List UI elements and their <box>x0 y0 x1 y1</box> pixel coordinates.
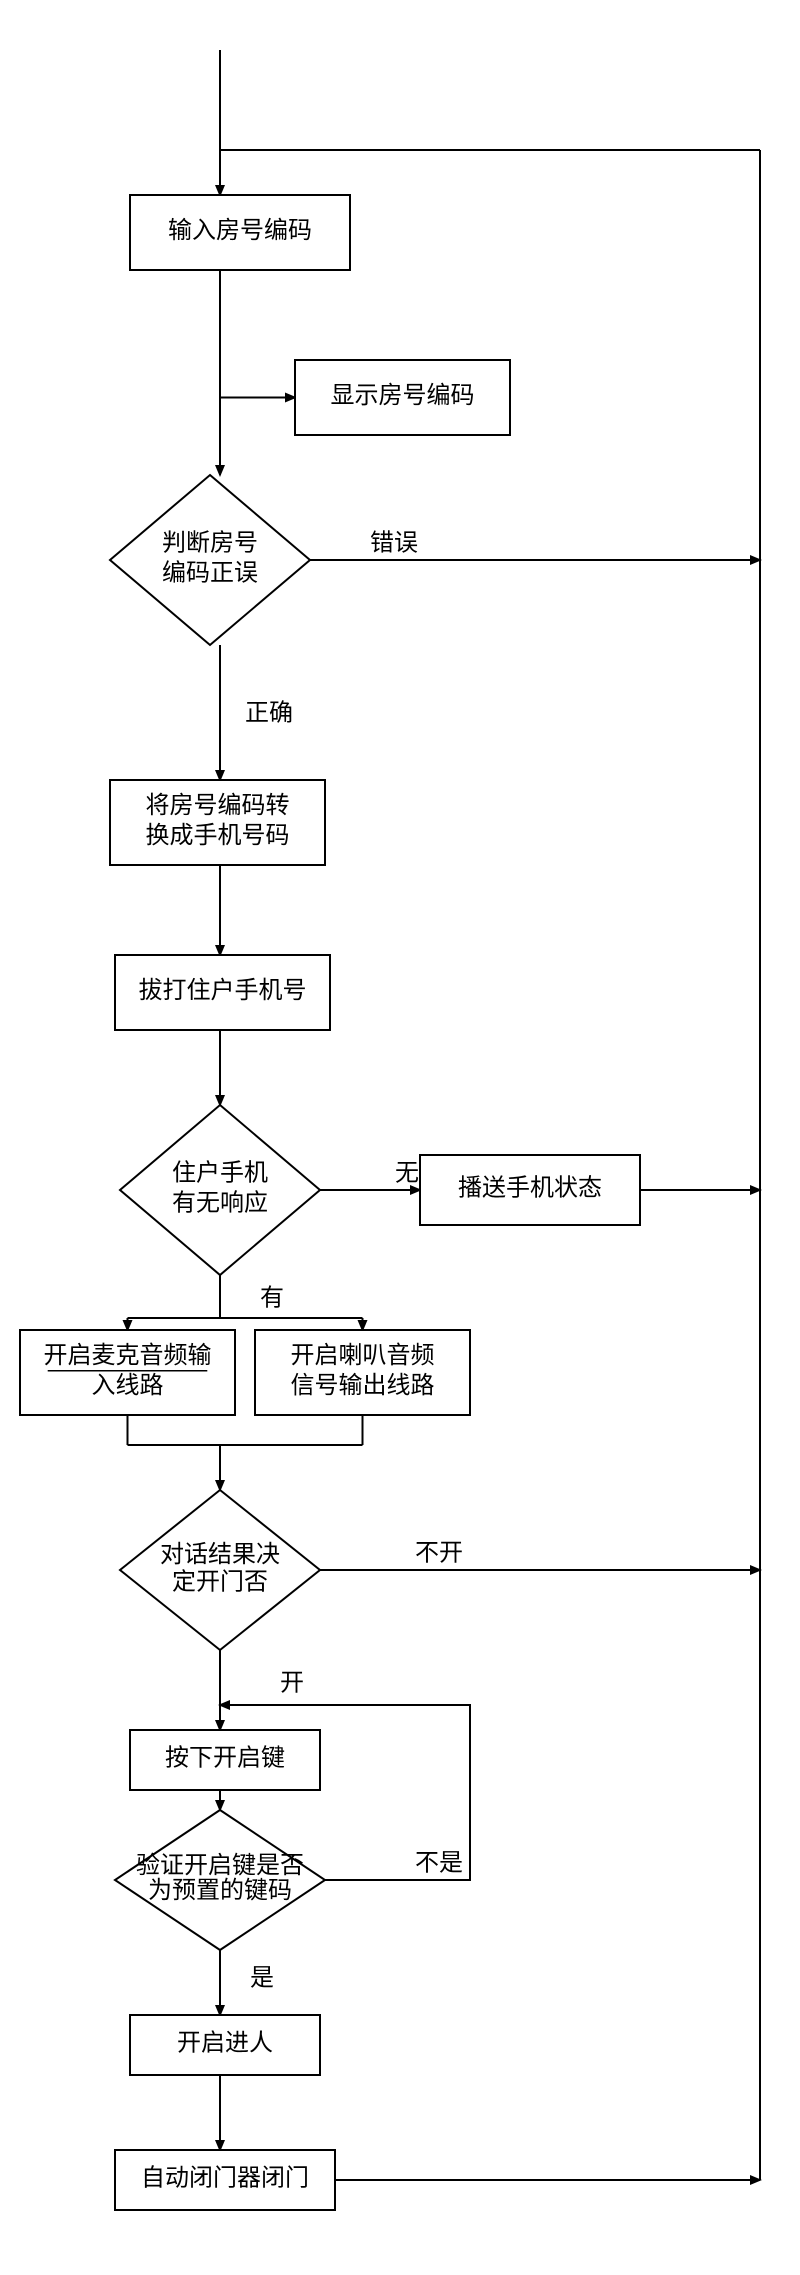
flowchart-svg: 输入房号编码显示房号编码判断房号编码正误将房号编码转换成手机号码拔打住户手机号住… <box>0 0 800 2275</box>
node-n13: 开启进人 <box>130 2015 320 2075</box>
node-n6: 住户手机有无响应 <box>120 1105 320 1275</box>
edge-label: 有 <box>260 1285 284 1312</box>
node-text: 播送手机状态 <box>458 1175 602 1202</box>
edge-label: 不开 <box>415 1541 463 1567</box>
edge-label: 无 <box>395 1161 419 1187</box>
nodes-layer: 输入房号编码显示房号编码判断房号编码正误将房号编码转换成手机号码拔打住户手机号住… <box>20 195 640 2210</box>
node-text: 拔打住户手机号 <box>139 977 307 1004</box>
edge-label: 开 <box>280 1671 304 1697</box>
edge-label: 正确 <box>245 700 293 727</box>
edge-label: 不是 <box>415 1851 463 1877</box>
node-n8: 开启麦克音频输入线路 <box>20 1330 235 1415</box>
node-n4: 将房号编码转换成手机号码 <box>110 780 325 865</box>
node-text: 输入房号编码 <box>168 217 312 244</box>
node-text: 显示房号编码 <box>331 382 475 409</box>
node-text: 有无响应 <box>172 1190 268 1217</box>
node-text: 判断房号 <box>162 530 258 557</box>
node-n14: 自动闭门器闭门 <box>115 2150 335 2210</box>
node-text: 入线路 <box>92 1372 164 1399</box>
node-text: 编码正误 <box>162 560 258 587</box>
node-text: 验证开启键是否 <box>136 1852 304 1879</box>
node-text: 住户手机 <box>172 1160 268 1187</box>
node-n2: 显示房号编码 <box>295 360 510 435</box>
node-n12: 验证开启键是否为预置的键码 <box>115 1810 325 1950</box>
node-n10: 对话结果决定开门否 <box>120 1490 320 1650</box>
node-n7: 播送手机状态 <box>420 1155 640 1225</box>
node-text: 开启麦克音频输 <box>44 1342 212 1369</box>
node-text: 换成手机号码 <box>146 822 290 849</box>
node-text: 自动闭门器闭门 <box>141 2165 309 2192</box>
node-text: 按下开启键 <box>165 1745 285 1772</box>
node-text: 定开门否 <box>172 1568 268 1595</box>
node-n9: 开启喇叭音频信号输出线路 <box>255 1330 470 1415</box>
node-n3: 判断房号编码正误 <box>110 475 310 645</box>
node-text: 对话结果决 <box>160 1541 280 1568</box>
node-text: 开启进人 <box>177 2030 273 2057</box>
node-text: 开启喇叭音频 <box>291 1342 435 1369</box>
node-text: 信号输出线路 <box>291 1372 435 1399</box>
node-n5: 拔打住户手机号 <box>115 955 330 1030</box>
node-n1: 输入房号编码 <box>130 195 350 270</box>
node-text: 将房号编码转 <box>146 792 290 819</box>
node-n11: 按下开启键 <box>130 1730 320 1790</box>
node-text: 为预置的键码 <box>148 1877 292 1904</box>
edge-label: 错误 <box>370 530 418 557</box>
edge-label: 是 <box>250 1966 274 1992</box>
